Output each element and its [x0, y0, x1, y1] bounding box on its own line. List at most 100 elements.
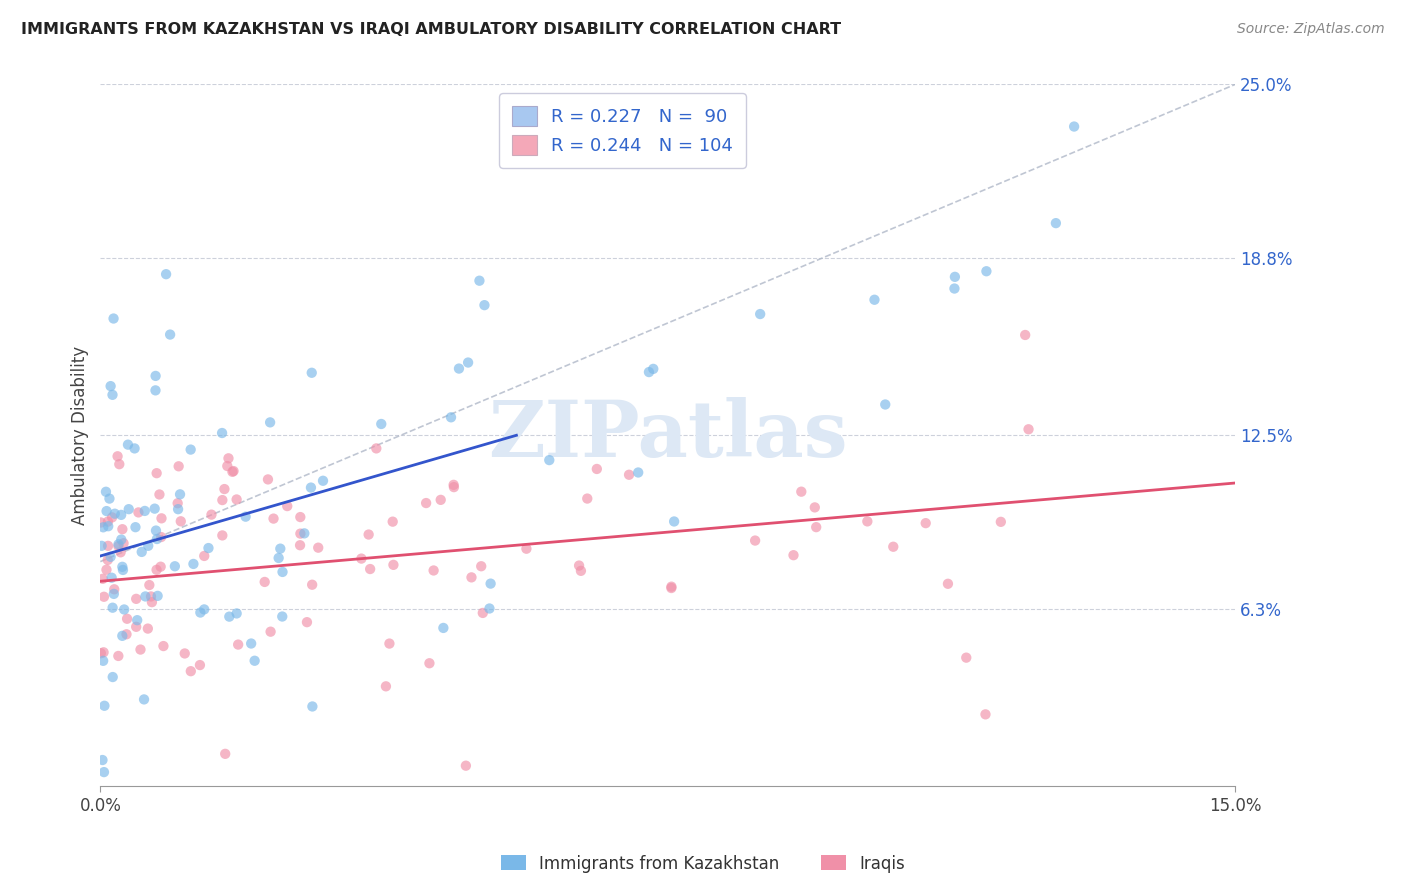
- Point: [91, 753, 114, 767]
- Point: [166, 496, 188, 510]
- Point: [100, 379, 122, 393]
- Point: [214, 747, 236, 761]
- Point: [288, 538, 311, 552]
- Point: [93, 765, 115, 780]
- Point: [180, 664, 202, 678]
- Point: [101, 600, 124, 615]
- Point: [93, 590, 115, 604]
- Point: [749, 307, 772, 321]
- Point: [134, 504, 156, 518]
- Legend: R = 0.227   N =  90, R = 0.244   N = 104: R = 0.227 N = 90, R = 0.244 N = 104: [499, 94, 745, 168]
- Point: [292, 526, 315, 541]
- Point: [301, 366, 323, 380]
- Point: [443, 478, 465, 492]
- Point: [662, 515, 685, 529]
- Point: [131, 545, 153, 559]
- Point: [617, 467, 640, 482]
- Point: [217, 458, 239, 473]
- Point: [478, 601, 501, 615]
- Point: [125, 591, 148, 606]
- Point: [429, 492, 451, 507]
- Point: [134, 590, 156, 604]
- Legend: Immigrants from Kazakhstan, Iraqis: Immigrants from Kazakhstan, Iraqis: [494, 848, 912, 880]
- Point: [155, 267, 177, 281]
- Point: [253, 574, 276, 589]
- Point: [974, 707, 997, 722]
- Point: [136, 622, 159, 636]
- Point: [474, 298, 496, 312]
- Point: [418, 657, 440, 671]
- Point: [1018, 422, 1040, 436]
- Point: [129, 642, 152, 657]
- Point: [127, 613, 149, 627]
- Point: [103, 582, 125, 597]
- Point: [173, 647, 195, 661]
- Point: [515, 541, 537, 556]
- Point: [269, 541, 291, 556]
- Point: [100, 549, 122, 564]
- Point: [132, 692, 155, 706]
- Point: [91, 572, 114, 586]
- Point: [108, 457, 131, 471]
- Point: [370, 417, 392, 431]
- Point: [211, 425, 233, 440]
- Point: [90, 646, 112, 660]
- Point: [936, 576, 959, 591]
- Point: [150, 511, 173, 525]
- Point: [217, 451, 239, 466]
- Point: [856, 515, 879, 529]
- Point: [804, 500, 827, 515]
- Point: [307, 541, 329, 555]
- Point: [141, 595, 163, 609]
- Y-axis label: Ambulatory Disability: Ambulatory Disability: [72, 346, 89, 524]
- Point: [211, 528, 233, 542]
- Point: [146, 532, 169, 546]
- Point: [290, 526, 312, 541]
- Point: [167, 502, 190, 516]
- Point: [276, 499, 298, 513]
- Point: [101, 510, 124, 524]
- Point: [301, 699, 323, 714]
- Point: [159, 327, 181, 342]
- Point: [145, 384, 167, 398]
- Point: [990, 515, 1012, 529]
- Point: [91, 654, 114, 668]
- Point: [468, 274, 491, 288]
- Point: [235, 509, 257, 524]
- Point: [299, 481, 322, 495]
- Point: [118, 502, 141, 516]
- Point: [101, 670, 124, 684]
- Point: [124, 520, 146, 534]
- Point: [200, 508, 222, 522]
- Point: [145, 524, 167, 538]
- Point: [138, 578, 160, 592]
- Point: [943, 281, 966, 295]
- Point: [101, 388, 124, 402]
- Point: [943, 269, 966, 284]
- Point: [259, 624, 281, 639]
- Point: [218, 609, 240, 624]
- Text: Source: ZipAtlas.com: Source: ZipAtlas.com: [1237, 22, 1385, 37]
- Point: [569, 564, 592, 578]
- Point: [382, 558, 405, 572]
- Point: [263, 511, 285, 525]
- Point: [112, 536, 135, 550]
- Point: [96, 563, 118, 577]
- Point: [643, 362, 665, 376]
- Point: [415, 496, 437, 510]
- Point: [148, 487, 170, 501]
- Point: [1045, 216, 1067, 230]
- Point: [914, 516, 936, 530]
- Point: [457, 355, 479, 369]
- Point: [350, 551, 373, 566]
- Point: [479, 576, 502, 591]
- Point: [627, 466, 650, 480]
- Point: [163, 559, 186, 574]
- Point: [167, 459, 190, 474]
- Point: [226, 638, 249, 652]
- Point: [97, 519, 120, 533]
- Point: [225, 607, 247, 621]
- Point: [366, 442, 388, 456]
- Point: [125, 620, 148, 634]
- Point: [357, 527, 380, 541]
